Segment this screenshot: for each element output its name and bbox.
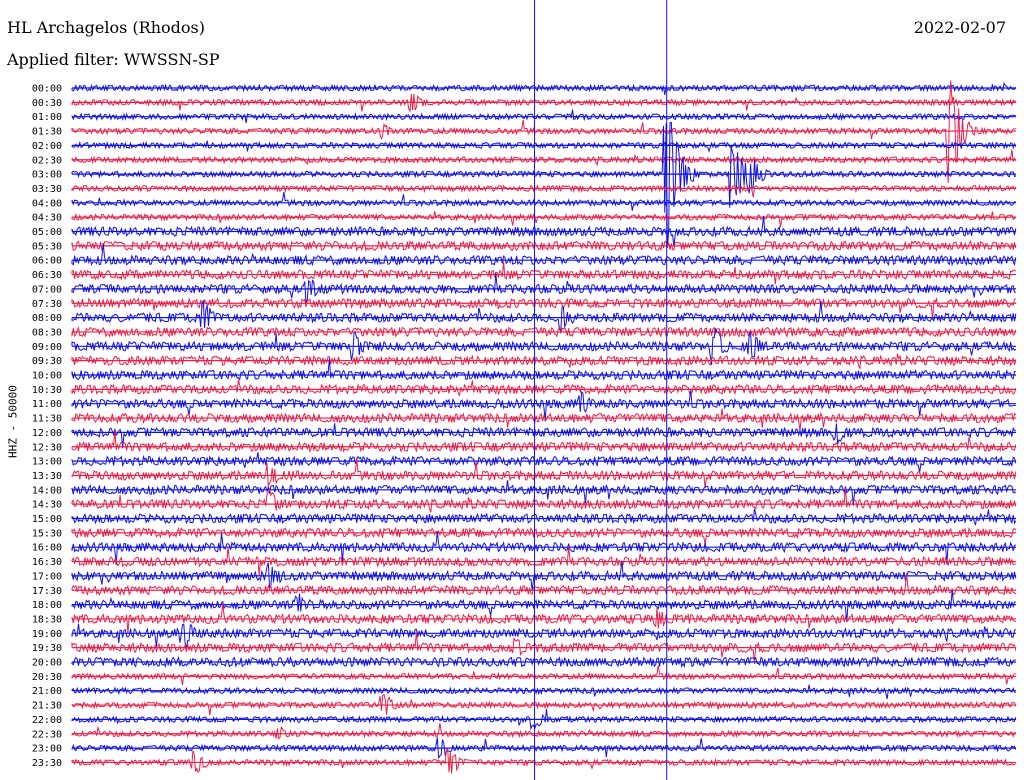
trace-line xyxy=(71,273,1016,305)
time-tick-label: 20:00 xyxy=(32,658,62,669)
trace-line xyxy=(71,121,1017,248)
time-tick-label: 19:00 xyxy=(32,629,62,640)
time-tick-label: 22:30 xyxy=(32,729,62,740)
time-tick-label: 01:00 xyxy=(32,112,62,123)
time-tick-label: 07:30 xyxy=(32,299,62,310)
trace-line xyxy=(71,526,1017,545)
time-tick-label: 14:30 xyxy=(32,500,62,511)
time-tick-label: 13:00 xyxy=(32,457,62,468)
trace-line xyxy=(71,183,1017,198)
time-tick-label: 05:30 xyxy=(32,241,62,252)
trace-line xyxy=(71,709,1017,731)
trace-line xyxy=(71,109,1016,124)
trace-line xyxy=(71,623,1017,648)
trace-line xyxy=(71,80,1016,183)
filter-label: Applied filter: WWSSN-SP xyxy=(7,50,220,69)
time-tick-label: 06:00 xyxy=(32,256,62,267)
time-tick-label: 15:00 xyxy=(32,514,62,525)
time-tick-label: 22:00 xyxy=(32,715,62,726)
trace-line xyxy=(71,239,1017,252)
time-tick-label: 05:00 xyxy=(32,227,62,238)
time-tick-label: 00:30 xyxy=(32,98,62,109)
trace-line xyxy=(71,81,1017,96)
time-tick-label: 16:30 xyxy=(32,557,62,568)
trace-line xyxy=(71,358,1016,382)
trace-line xyxy=(71,261,1017,285)
time-tick-label: 12:00 xyxy=(32,428,62,439)
trace-line xyxy=(71,191,1016,211)
trace-line xyxy=(71,430,1017,453)
time-tick-label: 04:00 xyxy=(32,198,62,209)
time-tick-label: 21:00 xyxy=(32,686,62,697)
trace-line xyxy=(71,423,1016,449)
time-tick-label: 14:00 xyxy=(32,485,62,496)
time-tick-label: 19:30 xyxy=(32,643,62,654)
trace-line xyxy=(71,353,1017,370)
trace-line xyxy=(71,723,1016,740)
time-tick-label: 10:00 xyxy=(32,371,62,382)
trace-line xyxy=(71,573,1017,597)
trace-line xyxy=(71,508,1017,526)
trace-line xyxy=(71,140,1017,153)
trace-line xyxy=(71,480,1017,506)
time-tick-label: 23:30 xyxy=(32,758,62,769)
time-tick-label: 03:30 xyxy=(32,184,62,195)
time-tick-label: 00:00 xyxy=(32,84,62,95)
time-tick-label: 01:30 xyxy=(32,127,62,138)
time-tick-label: 04:30 xyxy=(32,213,62,224)
trace-line xyxy=(71,603,1017,634)
date-label: 2022-02-07 xyxy=(913,18,1006,37)
trace-line xyxy=(71,531,1017,565)
time-tick-label: 12:30 xyxy=(32,442,62,453)
trace-line xyxy=(71,631,1017,665)
time-tick-label: 16:00 xyxy=(32,543,62,554)
station-title: HL Archagelos (Rhodos) xyxy=(7,18,205,37)
time-tick-label: 08:00 xyxy=(32,313,62,324)
trace-group xyxy=(71,80,1017,774)
trace-line xyxy=(71,665,1016,686)
time-tick-label: 18:00 xyxy=(32,600,62,611)
time-tick-label: 07:00 xyxy=(32,284,62,295)
trace-line xyxy=(71,487,1017,513)
time-tick-label: 09:30 xyxy=(32,356,62,367)
time-tick-label: 23:00 xyxy=(32,744,62,755)
time-tick-label: 03:00 xyxy=(32,170,62,181)
trace-line xyxy=(71,297,1016,320)
trace-line xyxy=(71,327,1017,365)
trace-line xyxy=(71,748,1017,774)
time-tick-label: 17:30 xyxy=(32,586,62,597)
trace-line xyxy=(71,149,1017,167)
trace-line xyxy=(71,379,1017,397)
trace-line xyxy=(71,243,1017,267)
trace-line xyxy=(71,452,1017,473)
time-tick-label: 15:30 xyxy=(32,528,62,539)
time-tick-label: 02:30 xyxy=(32,155,62,166)
trace-line xyxy=(71,325,1017,339)
trace-line xyxy=(71,560,1017,591)
trace-line xyxy=(71,684,1016,700)
marker-group xyxy=(534,0,668,780)
time-tick-label: 06:30 xyxy=(32,270,62,281)
time-tick-label: 11:00 xyxy=(32,399,62,410)
time-tick-label: 21:30 xyxy=(32,701,62,712)
time-tick-label: 17:00 xyxy=(32,571,62,582)
time-tick-label: 18:30 xyxy=(32,614,62,625)
time-tick-label: 11:30 xyxy=(32,414,62,425)
time-tick-label: 13:30 xyxy=(32,471,62,482)
trace-line xyxy=(71,457,1017,489)
trace-line xyxy=(71,211,1016,228)
time-label-group: 00:00 00:30 01:00 01:30 02:00 02:30 03:00 03:30… xyxy=(32,84,62,769)
time-tick-label: 10:30 xyxy=(32,385,62,396)
time-tick-label: 02:00 xyxy=(32,141,62,152)
time-tick-label: 08:30 xyxy=(32,327,62,338)
time-tick-label: 09:00 xyxy=(32,342,62,353)
trace-line xyxy=(71,300,1017,333)
time-tick-label: 20:30 xyxy=(32,672,62,683)
trace-line xyxy=(71,590,1016,623)
